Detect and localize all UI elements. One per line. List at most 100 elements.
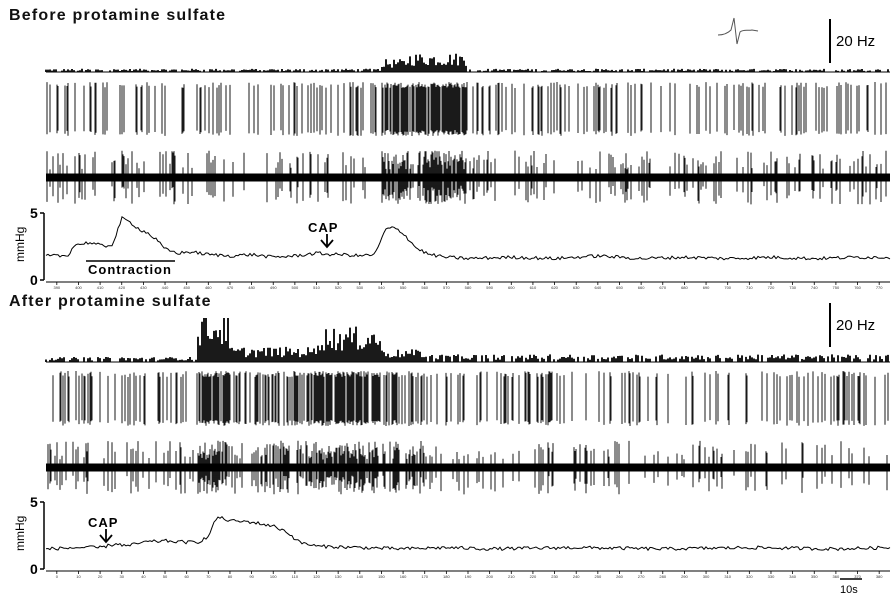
cap-label-after: CAP (88, 515, 118, 530)
rate-scale-label-after: 20 Hz (836, 317, 875, 334)
time-tick-label: 60 (184, 574, 189, 579)
time-tick-label: 650 (616, 285, 623, 290)
time-tick-label: 30 (120, 574, 125, 579)
time-tick-label: 770 (876, 285, 883, 290)
time-tick-label: 470 (227, 285, 234, 290)
time-tick-label: 610 (530, 285, 537, 290)
time-tick-label: 590 (486, 285, 493, 290)
time-tick-label: 700 (724, 285, 731, 290)
time-tick-label: 630 (573, 285, 580, 290)
time-tick-label: 330 (768, 574, 775, 579)
pressure-tick-5-before: 5 (30, 205, 38, 221)
time-tick-label: 290 (681, 574, 688, 579)
time-tick-label: 250 (595, 574, 602, 579)
time-tick-label: 180 (443, 574, 450, 579)
time-tick-label: 600 (508, 285, 515, 290)
rate-histogram-bars (45, 318, 889, 362)
pressure-trace (45, 516, 891, 552)
time-tick-label: 320 (746, 574, 753, 579)
time-tick-label: 220 (530, 574, 537, 579)
time-tick-label: 230 (551, 574, 558, 579)
time-tick-label: 430 (140, 285, 147, 290)
time-tick-label: 690 (703, 285, 710, 290)
time-tick-label: 530 (356, 285, 363, 290)
time-tick-label: 510 (313, 285, 320, 290)
raw-neurogram (46, 82, 887, 136)
time-tick-label: 270 (638, 574, 645, 579)
raw-neurogram (52, 371, 889, 426)
pressure-axis-after: 5 0 mmHg (13, 494, 45, 577)
time-tick-label: 260 (616, 574, 623, 579)
time-tick-label: 360 (833, 574, 840, 579)
time-tick-label: 460 (205, 285, 212, 290)
time-tick-label: 740 (811, 285, 818, 290)
time-tick-label: 660 (638, 285, 645, 290)
time-tick-label: 580 (465, 285, 472, 290)
time-tick-label: 730 (789, 285, 796, 290)
time-tick-label: 140 (356, 574, 363, 579)
time-tick-label: 120 (313, 574, 320, 579)
time-tick-label: 40 (141, 574, 146, 579)
time-tick-label: 420 (118, 285, 125, 290)
time-tick-label: 50 (163, 574, 168, 579)
time-tick-label: 400 (75, 285, 82, 290)
cap-annotation-after: CAP (88, 515, 118, 544)
time-tick-label: 720 (768, 285, 775, 290)
time-tick-label: 200 (486, 574, 493, 579)
time-tick-label: 300 (703, 574, 710, 579)
time-tick-label: 310 (724, 574, 731, 579)
filtered-neurogram (46, 150, 887, 205)
time-tick-label: 640 (595, 285, 602, 290)
pressure-trace (45, 216, 891, 261)
pressure-tick-0-after: 0 (30, 561, 38, 577)
panel-title-after: After protamine sulfate (9, 293, 212, 310)
filtered-neurogram (47, 440, 888, 495)
time-tick-label: 680 (681, 285, 688, 290)
time-tick-label: 450 (183, 285, 190, 290)
time-tick-label: 340 (789, 574, 796, 579)
time-tick-label: 150 (378, 574, 385, 579)
time-tick-label: 380 (876, 574, 883, 579)
time-tick-label: 760 (854, 285, 861, 290)
time-tick-label: 410 (97, 285, 104, 290)
panel-title-before: Before protamine sulfate (9, 7, 227, 24)
time-tick-label: 90 (249, 574, 254, 579)
time-tick-label: 490 (270, 285, 277, 290)
time-tick-label: 520 (335, 285, 342, 290)
time-tick-label: 110 (292, 574, 299, 579)
time-tick-label: 390 (53, 285, 60, 290)
time-tick-label: 440 (162, 285, 169, 290)
time-tick-label: 20 (98, 574, 103, 579)
time-tick-label: 570 (443, 285, 450, 290)
time-tick-label: 550 (400, 285, 407, 290)
contraction-annotation: Contraction (86, 260, 175, 277)
time-tick-label: 80 (228, 574, 233, 579)
pressure-tick-5-after: 5 (30, 494, 38, 510)
pressure-unit-before: mmHg (13, 227, 27, 262)
time-tick-label: 280 (659, 574, 666, 579)
filtered-baseline-noise (46, 173, 890, 182)
time-tick-label: 170 (421, 574, 428, 579)
time-tick-label: 480 (248, 285, 255, 290)
cap-label-before: CAP (308, 220, 338, 235)
time-scale-label: 10s (840, 584, 858, 596)
pressure-tick-0-before: 0 (30, 272, 38, 288)
time-tick-label: 210 (508, 574, 515, 579)
time-tick-label: 100 (270, 574, 277, 579)
time-tick-label: 130 (335, 574, 342, 579)
time-tick-label: 0 (56, 574, 59, 579)
time-tick-label: 540 (378, 285, 385, 290)
cap-annotation-before: CAP (308, 220, 338, 249)
time-tick-label: 240 (573, 574, 580, 579)
time-tick-label: 620 (551, 285, 558, 290)
time-tick-label: 190 (465, 574, 472, 579)
time-tick-label: 350 (811, 574, 818, 579)
time-tick-label: 70 (206, 574, 211, 579)
time-tick-label: 750 (833, 285, 840, 290)
time-tick-label: 560 (421, 285, 428, 290)
pressure-unit-after: mmHg (13, 516, 27, 551)
time-tick-label: 370 (854, 574, 861, 579)
contraction-label: Contraction (88, 262, 172, 277)
